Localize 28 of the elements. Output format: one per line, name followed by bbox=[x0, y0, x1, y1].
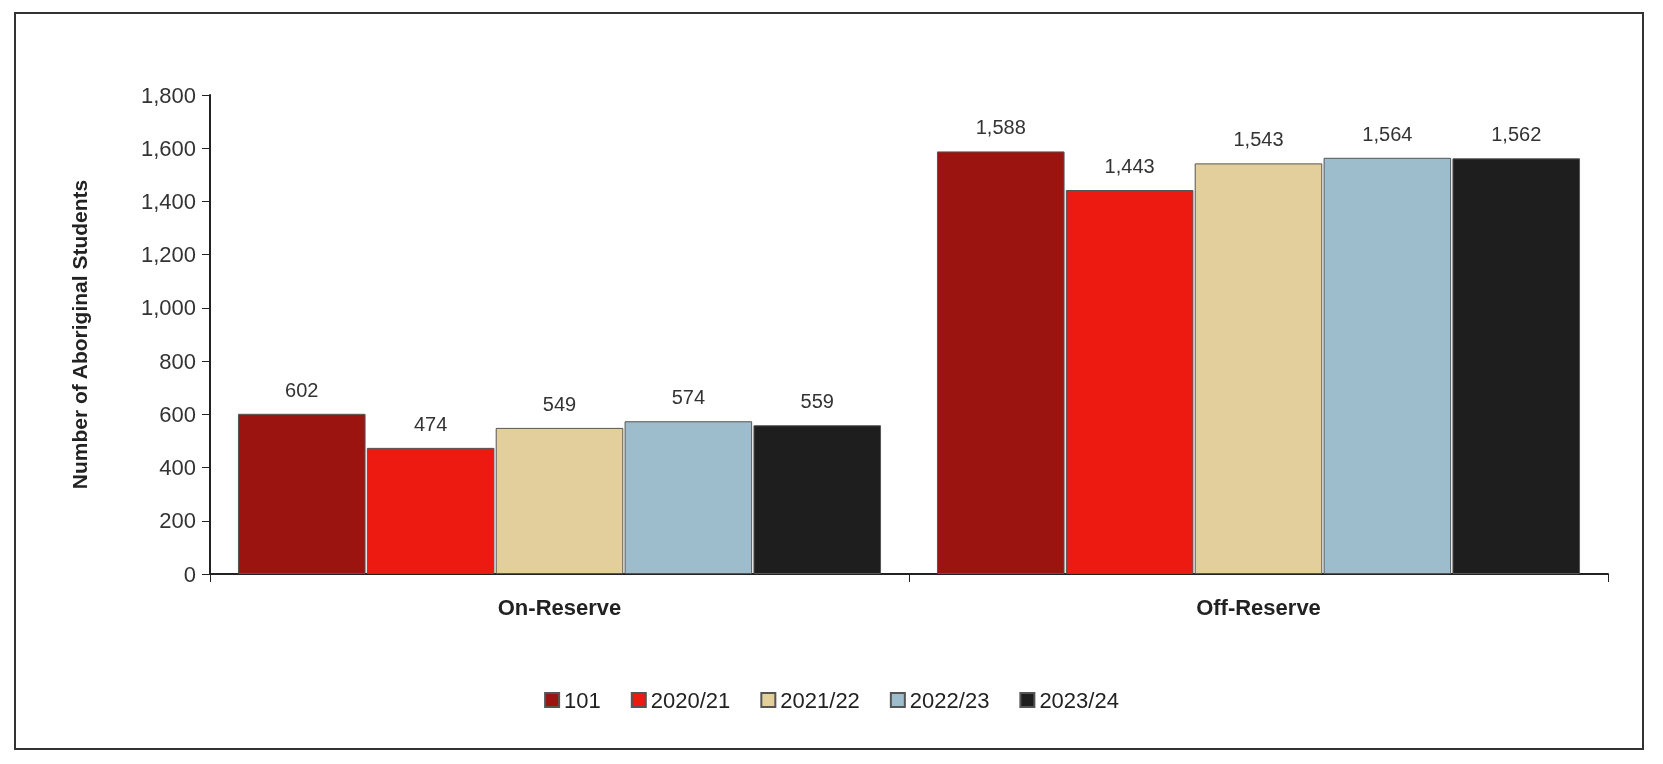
y-tick-label: 800 bbox=[159, 348, 196, 374]
y-tick-label: 1,000 bbox=[140, 295, 196, 321]
y-tick-label: 1,200 bbox=[140, 242, 196, 268]
legend-label: 101 bbox=[564, 687, 601, 713]
y-tick-label: 0 bbox=[183, 561, 196, 587]
x-tick-label: On-Reserve bbox=[497, 594, 622, 620]
data-label: 1,562 bbox=[1491, 123, 1542, 146]
y-tick-label: 600 bbox=[159, 401, 196, 427]
y-tick-label: 400 bbox=[159, 455, 196, 481]
legend-label: 2020/21 bbox=[650, 687, 731, 713]
legend-label: 2022/23 bbox=[909, 687, 990, 713]
y-tick-label: 200 bbox=[159, 508, 196, 534]
data-label: 602 bbox=[285, 378, 319, 401]
data-label: 1,564 bbox=[1362, 122, 1413, 145]
data-label: 1,543 bbox=[1233, 128, 1284, 151]
data-label: 549 bbox=[542, 392, 577, 415]
legend-label: 2021/22 bbox=[780, 687, 860, 713]
y-tick-label: 1,800 bbox=[140, 82, 196, 108]
data-label: 1,443 bbox=[1104, 155, 1155, 177]
data-label: 559 bbox=[800, 390, 834, 413]
y-axis-title: Number of Aboriginal Students bbox=[68, 179, 91, 490]
legend-label: 2023/24 bbox=[1039, 687, 1119, 713]
data-label: 474 bbox=[413, 412, 448, 435]
x-tick-label: Off-Reserve bbox=[1196, 594, 1321, 620]
data-label: 1,588 bbox=[975, 116, 1026, 139]
data-label: 574 bbox=[671, 386, 706, 409]
y-tick-label: 1,600 bbox=[140, 135, 196, 161]
y-tick-label: 1,400 bbox=[140, 188, 196, 214]
